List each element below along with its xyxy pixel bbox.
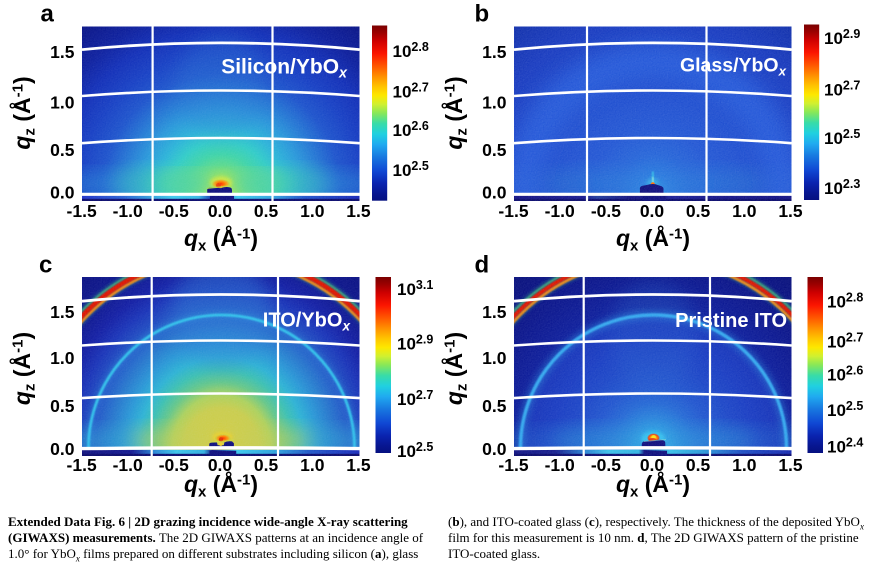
svg-text:1.5: 1.5 [346,201,371,221]
svg-text:1.0: 1.0 [50,93,75,113]
svg-text:1.0: 1.0 [300,455,325,475]
svg-text:1.5: 1.5 [778,455,803,475]
svg-text:102.9: 102.9 [397,333,433,354]
svg-text:1.5: 1.5 [50,302,75,322]
svg-text:102.7: 102.7 [393,80,429,101]
svg-text:102.8: 102.8 [393,40,429,61]
svg-text:qz (Å-1): qz (Å-1) [8,76,39,149]
svg-text:1.5: 1.5 [346,455,371,475]
svg-text:102.6: 102.6 [827,364,863,385]
svg-text:0.5: 0.5 [686,201,711,221]
svg-text:1.0: 1.0 [50,348,75,368]
svg-text:-1.0: -1.0 [113,201,143,221]
svg-text:0.5: 0.5 [482,140,507,160]
svg-text:0.0: 0.0 [640,201,665,221]
svg-text:qz (Å-1): qz (Å-1) [440,76,471,149]
svg-text:102.5: 102.5 [827,399,863,420]
svg-text:102.6: 102.6 [393,119,429,140]
svg-text:103.1: 103.1 [397,278,433,299]
svg-text:102.7: 102.7 [824,78,860,99]
svg-text:ITO/YbOx: ITO/YbOx [263,310,352,334]
svg-text:1.0: 1.0 [732,201,757,221]
svg-text:102.7: 102.7 [827,331,863,352]
svg-text:0.0: 0.0 [482,439,507,459]
svg-text:0.5: 0.5 [686,455,711,475]
svg-text:1.5: 1.5 [482,42,507,62]
svg-text:qx (Å-1): qx (Å-1) [616,470,690,501]
svg-text:0.0: 0.0 [640,455,665,475]
svg-text:-1.0: -1.0 [545,455,575,475]
svg-text:-0.5: -0.5 [159,201,189,221]
svg-text:qx (Å-1): qx (Å-1) [616,224,690,255]
svg-text:102.5: 102.5 [397,440,433,461]
svg-text:-0.5: -0.5 [591,201,621,221]
svg-text:-1.5: -1.5 [498,455,528,475]
svg-text:0.5: 0.5 [50,140,75,160]
svg-text:-1.0: -1.0 [545,201,575,221]
svg-text:qx (Å-1): qx (Å-1) [184,224,258,255]
svg-text:b: b [475,0,490,27]
svg-text:1.0: 1.0 [482,93,507,113]
svg-text:Glass/YbOx: Glass/YbOx [680,55,787,79]
svg-text:-1.5: -1.5 [498,201,528,221]
svg-text:d: d [475,252,490,279]
svg-text:102.9: 102.9 [824,27,860,48]
svg-text:0.0: 0.0 [482,183,507,203]
svg-text:qz (Å-1): qz (Å-1) [8,332,39,405]
svg-text:0.5: 0.5 [254,201,279,221]
svg-text:1.0: 1.0 [300,201,325,221]
svg-text:-1.0: -1.0 [113,455,143,475]
svg-text:-0.5: -0.5 [591,455,621,475]
svg-text:Pristine ITO: Pristine ITO [675,310,787,332]
svg-text:a: a [41,1,55,28]
svg-text:1.0: 1.0 [732,455,757,475]
svg-text:0.5: 0.5 [254,455,279,475]
svg-text:1.5: 1.5 [50,42,75,62]
svg-text:0.0: 0.0 [50,183,75,203]
svg-text:qx (Å-1): qx (Å-1) [184,470,258,501]
svg-text:-1.5: -1.5 [67,455,97,475]
svg-text:102.5: 102.5 [824,127,860,148]
svg-text:1.5: 1.5 [482,302,507,322]
svg-text:-1.5: -1.5 [67,201,97,221]
svg-text:102.4: 102.4 [827,435,863,456]
svg-text:102.3: 102.3 [824,177,860,198]
svg-text:0.5: 0.5 [50,396,75,416]
svg-text:102.7: 102.7 [397,388,433,409]
svg-text:qz (Å-1): qz (Å-1) [440,332,471,405]
svg-text:-0.5: -0.5 [159,455,189,475]
svg-text:102.5: 102.5 [393,159,429,180]
svg-text:1.5: 1.5 [778,201,803,221]
svg-text:0.0: 0.0 [50,439,75,459]
svg-text:0.0: 0.0 [208,455,233,475]
svg-text:0.5: 0.5 [482,396,507,416]
svg-text:0.0: 0.0 [208,201,233,221]
svg-text:1.0: 1.0 [482,348,507,368]
svg-text:102.8: 102.8 [827,291,863,312]
svg-text:c: c [39,252,52,279]
svg-text:Silicon/YbOx: Silicon/YbOx [221,55,348,81]
